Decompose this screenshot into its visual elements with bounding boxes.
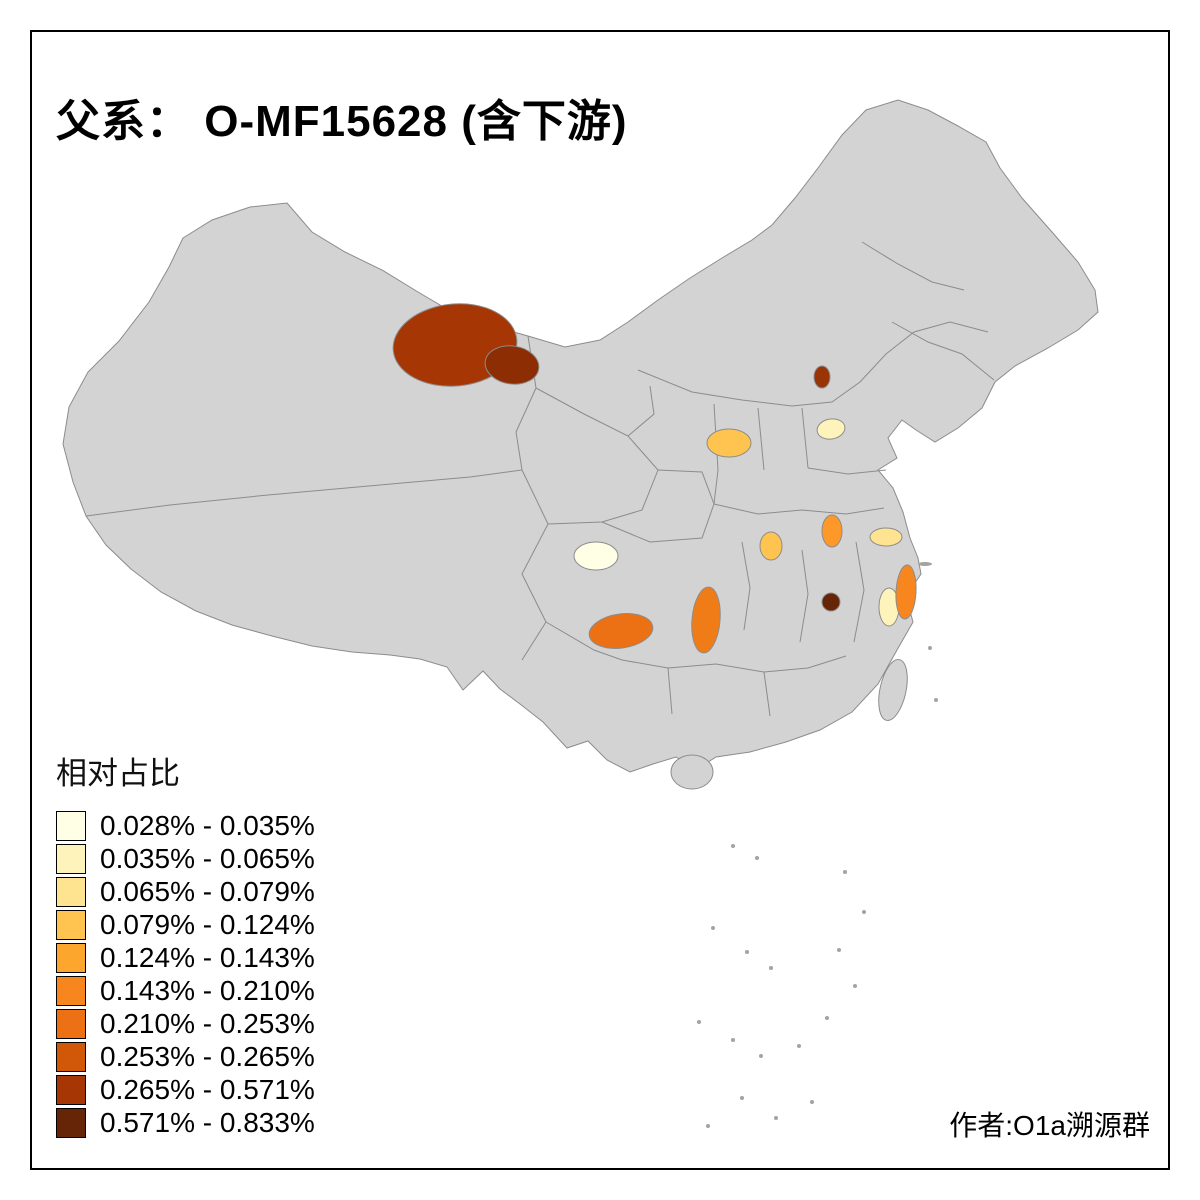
legend-swatch [56,942,86,973]
province-borders [85,241,995,717]
legend-label: 0.079% - 0.124% [100,908,315,940]
jiangsu-region [869,527,903,547]
hunan-hubei-region [691,586,721,654]
north-anhui-region [821,514,843,548]
legend-label: 0.210% - 0.253% [100,1007,315,1039]
legend-items: 0.028% - 0.035% 0.035% - 0.065% 0.065% - 0… [56,809,315,1139]
figure-title: 父系： O-MF15628 (含下游) [56,97,628,147]
legend-swatch [56,1107,86,1138]
hainan-island-shape [670,754,714,790]
taiwan-island-shape [878,659,908,721]
legend-title: 相对占比 [56,756,180,791]
legend-item: 0.571% - 0.833% [56,1106,315,1139]
legend-item: 0.124% - 0.143% [56,941,315,974]
northeast-jiangxi-region [821,592,841,612]
chongming-island [918,562,932,566]
legend-item: 0.028% - 0.035% [56,809,315,842]
legend-item: 0.253% - 0.265% [56,1040,315,1073]
highlighted-regions [392,303,917,654]
legend-item: 0.210% - 0.253% [56,1007,315,1040]
china-mainland-shape [62,99,1099,773]
attribution: 作者:O1a溯源群 [949,1110,1150,1141]
legend-label: 0.571% - 0.833% [100,1106,315,1138]
legend-swatch [56,876,86,907]
chengdu-sichuan-region [573,541,619,571]
guizhou-chongqing-region [588,613,654,649]
legend-swatch [56,810,86,841]
legend: 相对占比 0.028% - 0.035% 0.035% - 0.065% 0.065… [56,748,315,1139]
zhejiang-coast-region [895,564,917,620]
legend-item: 0.265% - 0.571% [56,1073,315,1106]
legend-label: 0.253% - 0.265% [100,1040,315,1072]
legend-swatch [56,1074,86,1105]
legend-label: 0.065% - 0.079% [100,875,315,907]
shanxi-region [706,428,752,458]
east-xinjiang-region [484,345,540,385]
legend-item: 0.035% - 0.065% [56,842,315,875]
legend-label: 0.124% - 0.143% [100,941,315,973]
legend-swatch [56,1041,86,1072]
legend-swatch [56,843,86,874]
legend-label: 0.035% - 0.065% [100,842,315,874]
tianjin-hebei-region [816,418,846,440]
south-china-sea-islets [697,646,938,1128]
henan-region [759,531,783,561]
legend-item: 0.065% - 0.079% [56,875,315,908]
legend-swatch [56,1008,86,1039]
legend-item: 0.143% - 0.210% [56,974,315,1007]
legend-swatch [56,909,86,940]
legend-label: 0.265% - 0.571% [100,1073,315,1105]
beijing-region [813,365,831,389]
legend-label: 0.143% - 0.210% [100,974,315,1006]
legend-label: 0.028% - 0.035% [100,809,315,841]
legend-item: 0.079% - 0.124% [56,908,315,941]
legend-swatch [56,975,86,1006]
